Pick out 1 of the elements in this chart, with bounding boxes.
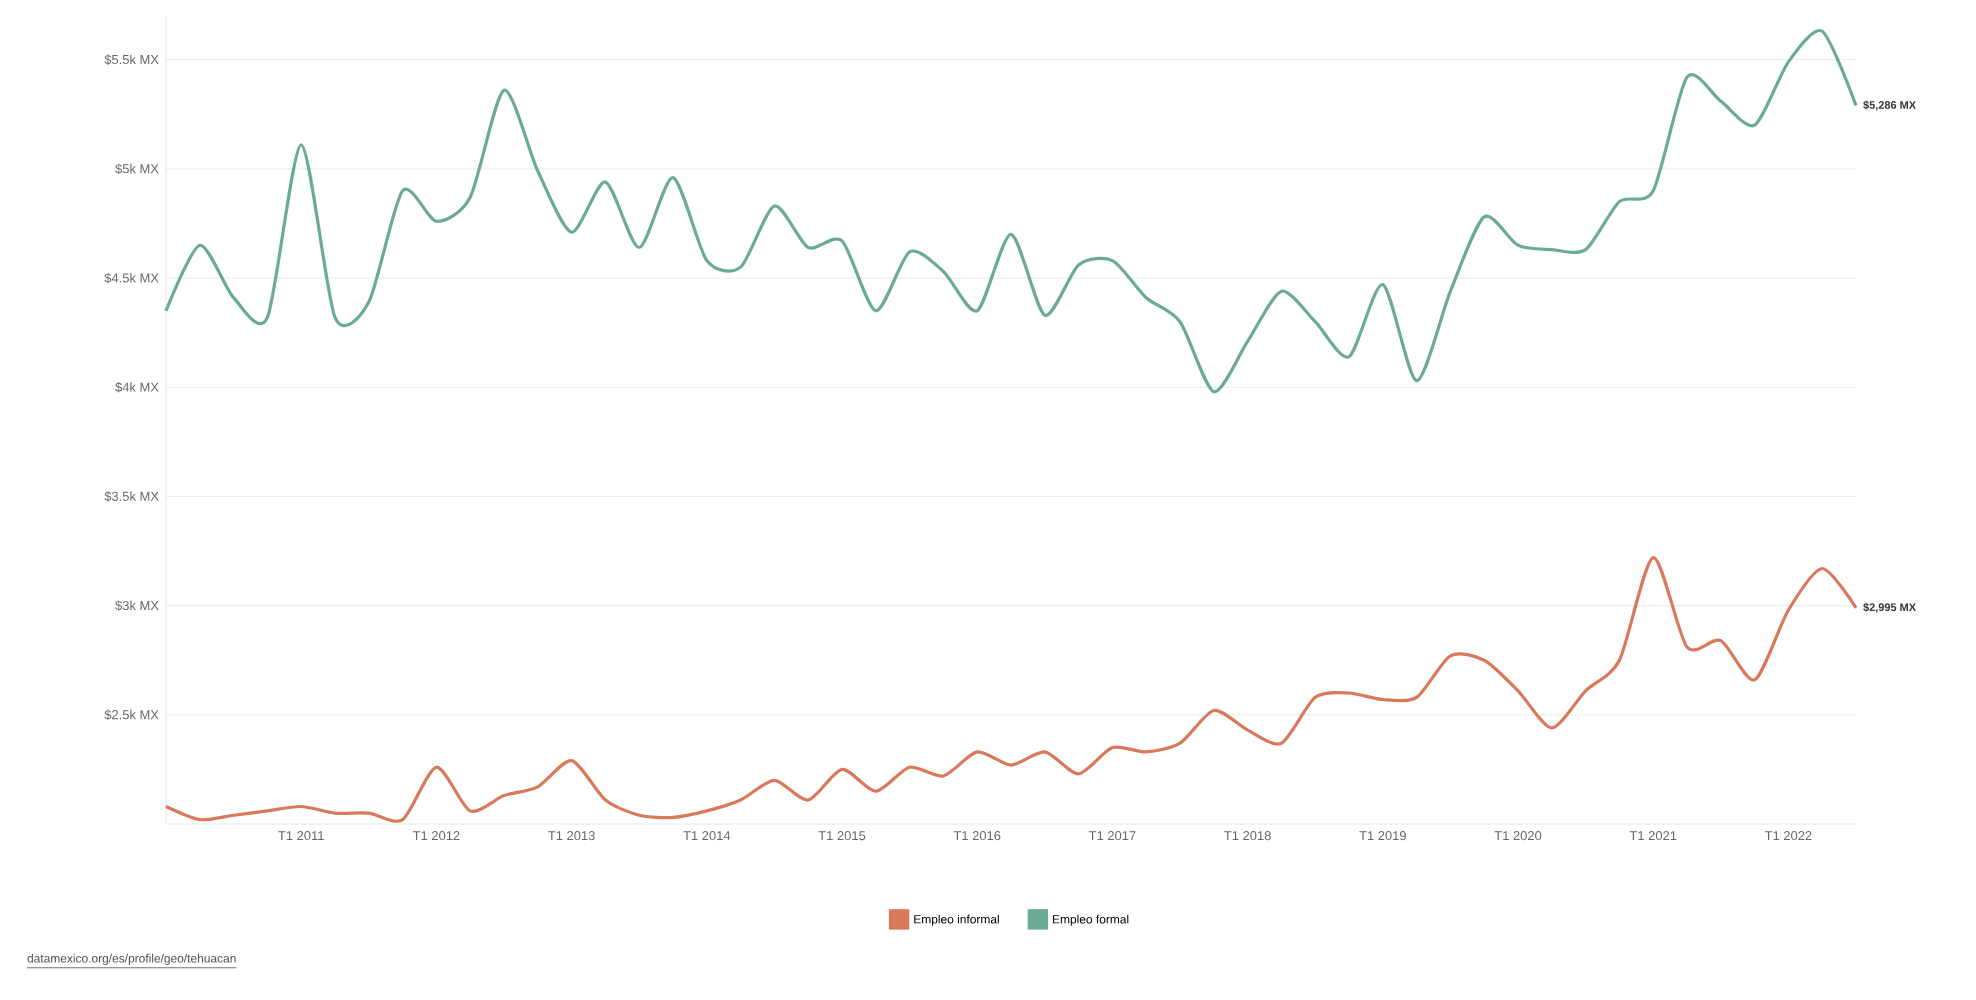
line-series xyxy=(164,29,1858,394)
